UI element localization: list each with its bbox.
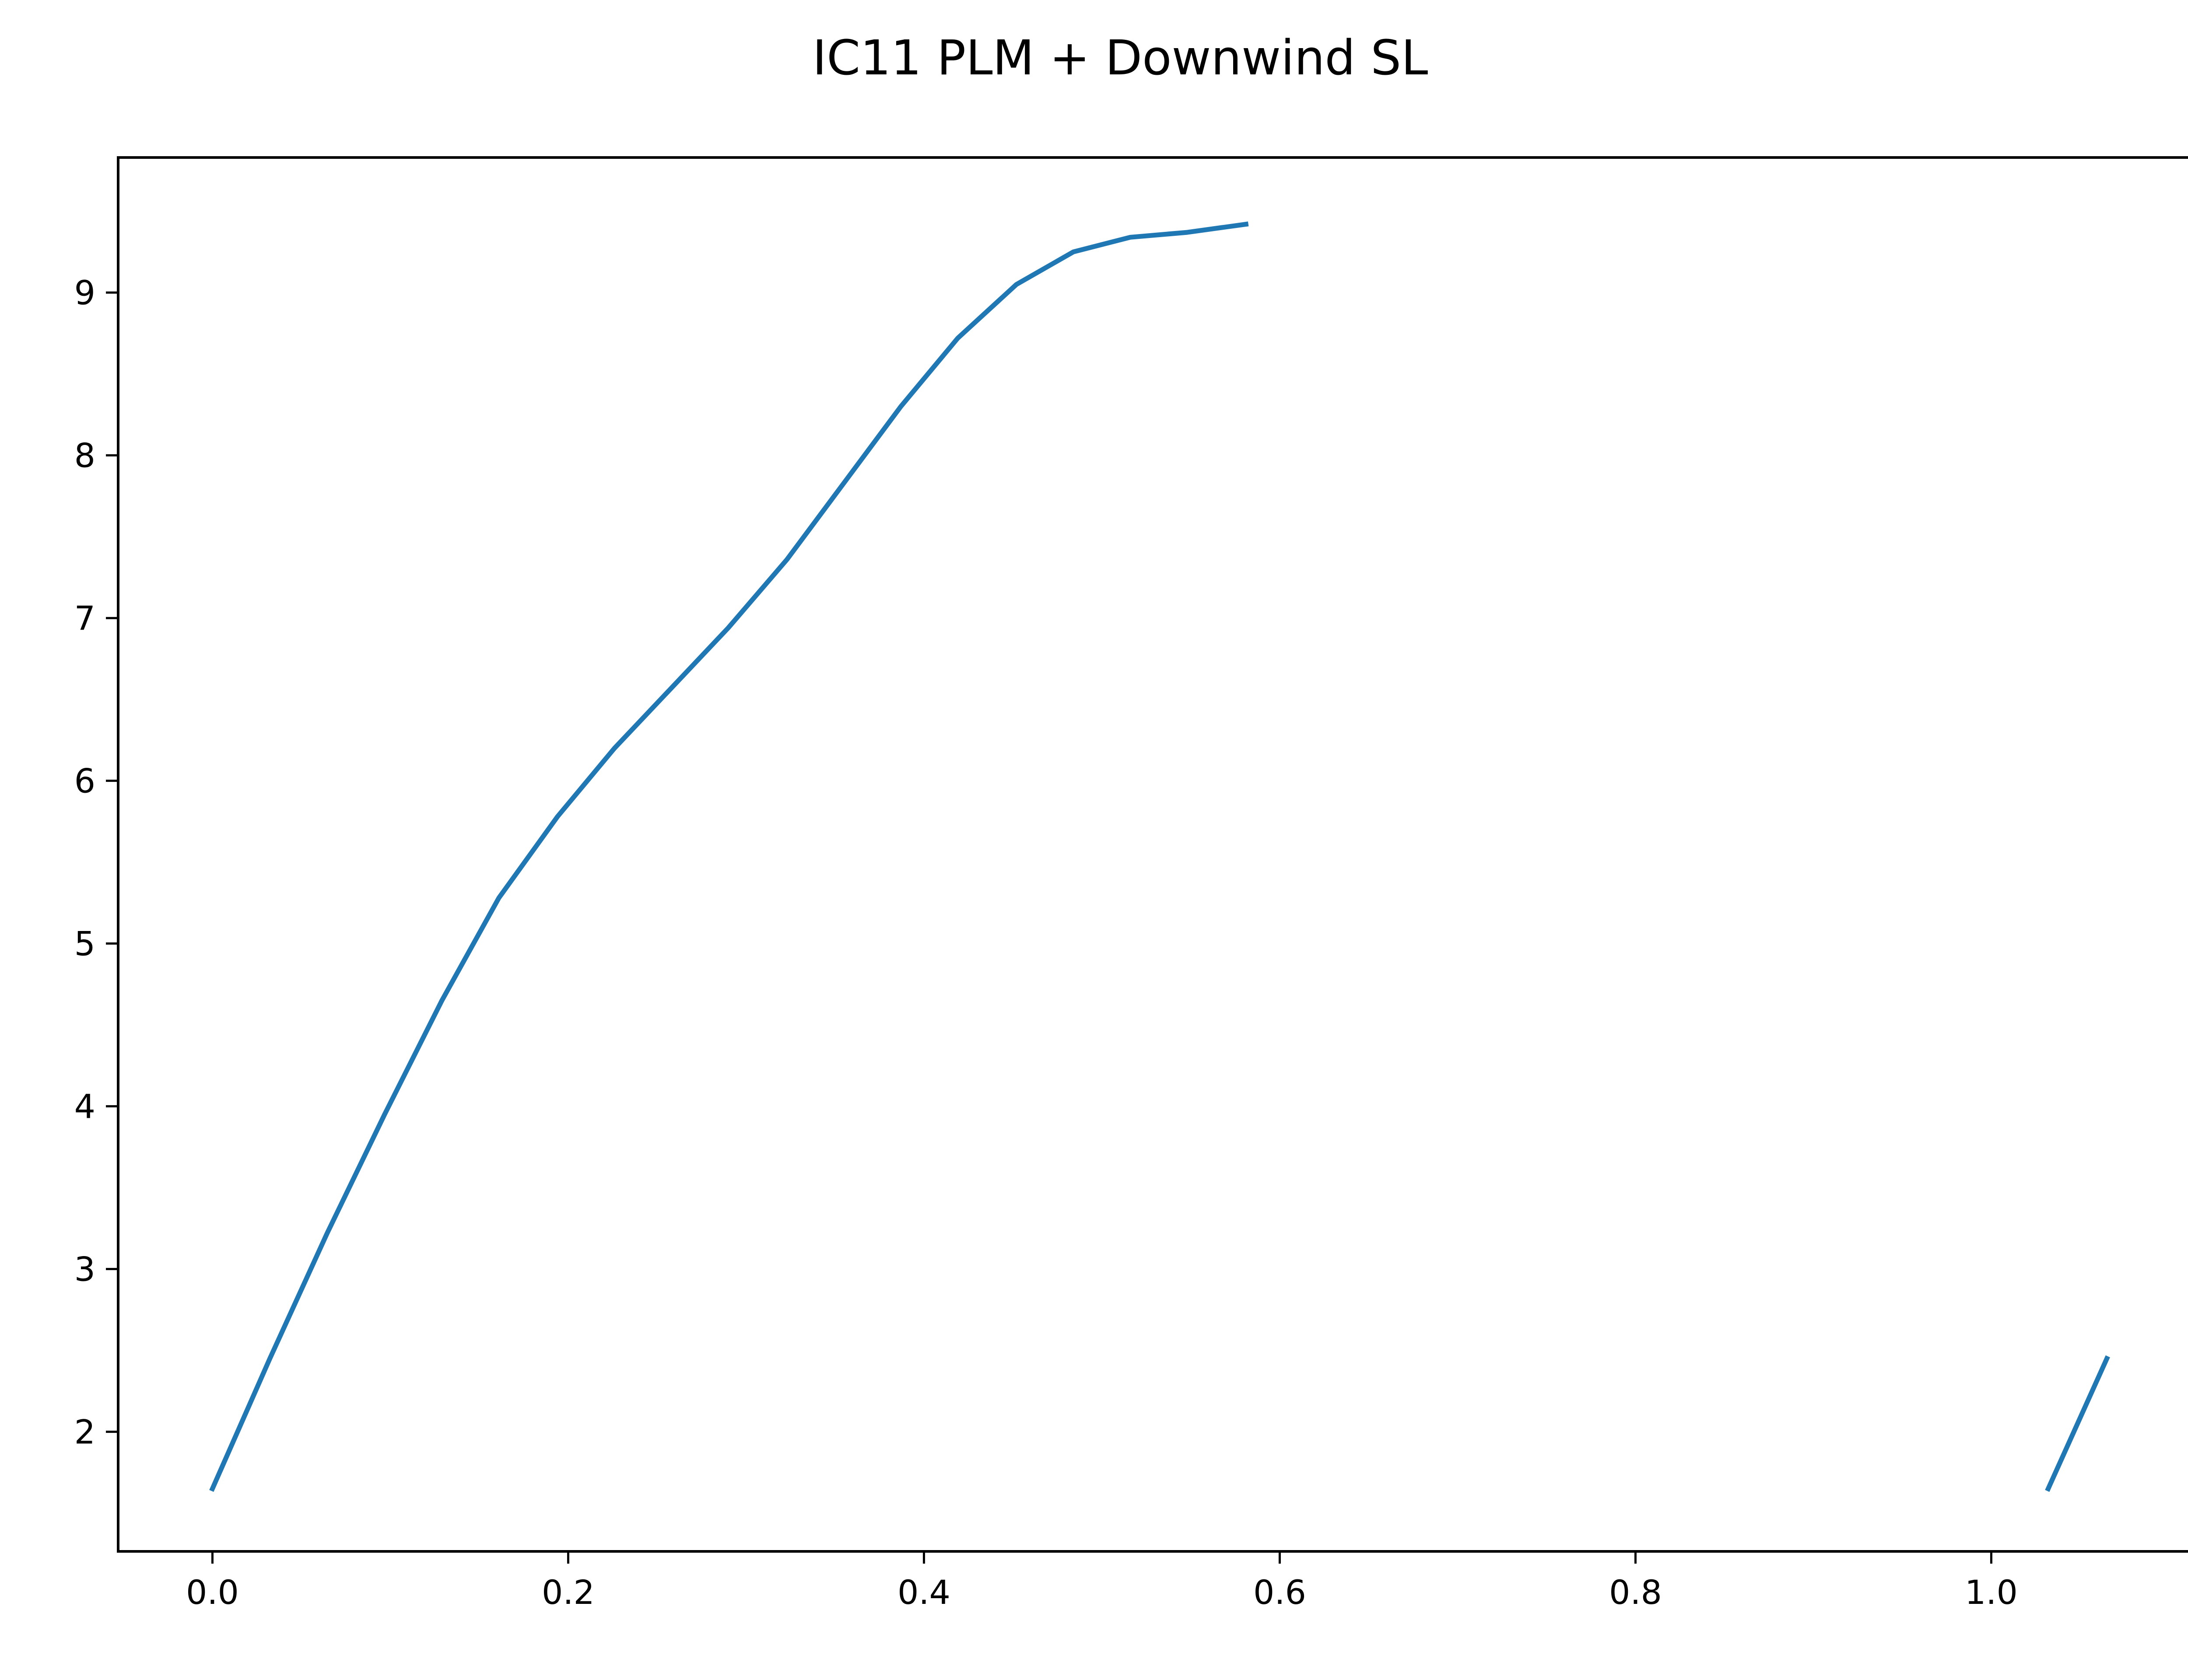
y-axis: 2 3 4 5 6 7 8 9 xyxy=(74,273,118,1452)
y-tick-label: 7 xyxy=(74,599,95,638)
plot-area xyxy=(209,221,2110,1492)
y-tick-label: 5 xyxy=(74,924,95,963)
y-tick-label: 9 xyxy=(74,273,95,312)
x-tick-label: 0.6 xyxy=(1253,1573,1306,1612)
x-tick-label: 0.4 xyxy=(898,1573,950,1612)
series-line-segment-1 xyxy=(209,221,1249,1492)
x-tick-label: 0.0 xyxy=(186,1573,239,1612)
series-line-segment-2 xyxy=(2045,1355,2110,1492)
y-tick-label: 6 xyxy=(74,762,95,801)
y-tick-label: 3 xyxy=(74,1250,95,1289)
x-axis: 0.0 0.2 0.4 0.6 0.8 1.0 xyxy=(186,1551,2018,1612)
y-tick-label: 8 xyxy=(74,436,95,475)
x-tick-label: 0.8 xyxy=(1609,1573,1662,1612)
y-tick-label: 2 xyxy=(74,1413,95,1452)
y-tick-label: 4 xyxy=(74,1087,95,1126)
x-tick-label: 0.2 xyxy=(542,1573,595,1612)
x-tick-label: 1.0 xyxy=(1965,1573,2018,1612)
axes-frame xyxy=(117,156,2188,1553)
chart-title: IC11 PLM + Downwind SL xyxy=(813,30,1428,86)
